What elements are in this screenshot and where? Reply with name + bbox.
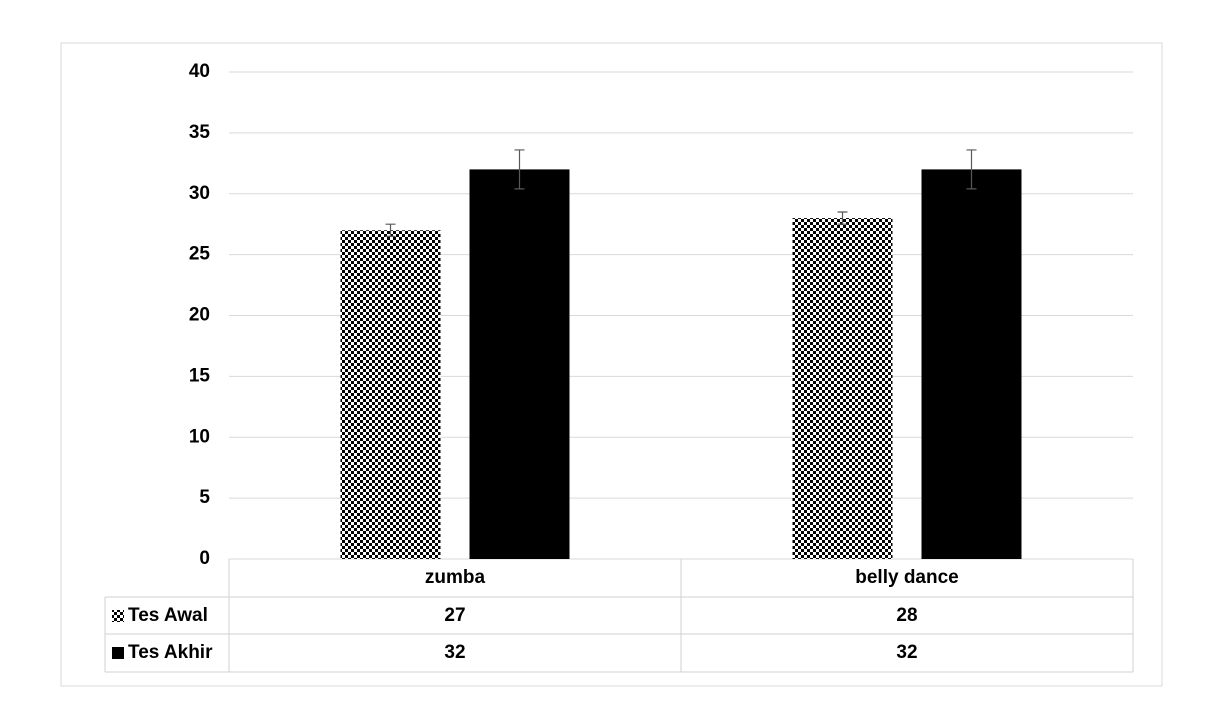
error-bar: [966, 149, 977, 190]
error-bar: [837, 211, 848, 225]
legend-label: Tes Akhir: [128, 642, 213, 663]
bar: [792, 218, 893, 559]
x-tick-label: belly dance: [855, 567, 959, 588]
y-tick-label: 30: [189, 183, 210, 204]
data-table-value: 28: [896, 605, 917, 626]
y-tick-label: 15: [189, 365, 211, 386]
y-tick-label: 40: [189, 61, 210, 82]
data-table-value: 32: [444, 642, 465, 663]
bar: [469, 169, 570, 559]
y-tick-label: 20: [189, 305, 210, 326]
y-tick-label: 0: [199, 548, 210, 569]
y-tick-label: 5: [199, 487, 210, 508]
data-table-value: 32: [896, 642, 917, 663]
bar: [921, 169, 1022, 559]
bar: [340, 230, 441, 559]
error-bar: [514, 149, 525, 190]
x-tick-label: zumba: [425, 567, 486, 588]
y-tick-label: 25: [189, 244, 211, 265]
legend-label: Tes Awal: [128, 605, 208, 626]
data-table-value: 27: [444, 605, 465, 626]
legend-key: [112, 610, 124, 622]
y-tick-label: 10: [189, 426, 210, 447]
error-bar: [385, 223, 396, 237]
y-tick-label: 35: [189, 122, 211, 143]
legend-key: [112, 647, 124, 659]
